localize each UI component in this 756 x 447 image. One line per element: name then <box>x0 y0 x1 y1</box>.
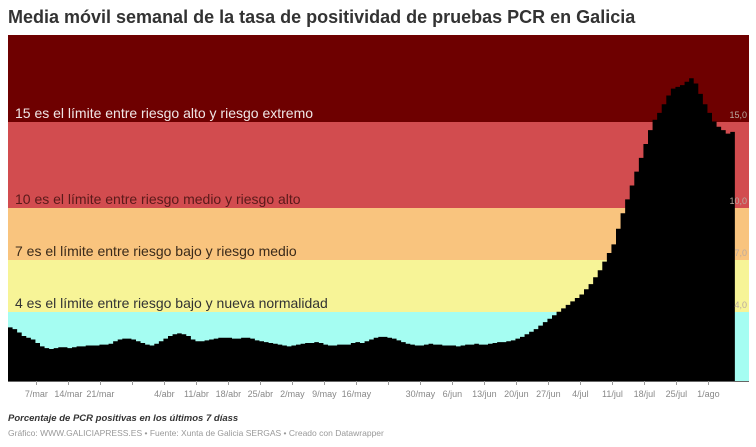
risk-band-15-20 <box>8 35 749 122</box>
x-tick <box>548 381 550 385</box>
x-tick-label: 20/jun <box>504 389 529 399</box>
x-tick <box>420 381 422 385</box>
x-tick-label: 4/jul <box>572 389 589 399</box>
x-tick <box>452 381 454 385</box>
positivity-bars <box>8 78 735 381</box>
x-tick <box>644 381 646 385</box>
bar-series <box>8 78 735 381</box>
x-tick-label: 4/abr <box>154 389 175 399</box>
x-tick-label: 30/may <box>405 389 436 399</box>
x-tick-label: 18/abr <box>215 389 242 399</box>
x-axis: 7/mar 14/mar 21/mar 4/abr 11/abr 18/abr 25/abr… <box>8 381 749 401</box>
x-tick <box>676 381 678 385</box>
x-tick <box>708 381 710 385</box>
x-tick-label: 11/jul <box>601 389 623 399</box>
x-tick <box>324 381 326 385</box>
x-tick-label: 14/mar <box>54 389 83 399</box>
x-tick <box>356 381 358 385</box>
chart-notes: Porcentaje de PCR positivas en los últim… <box>8 413 239 424</box>
y-axis-label-15: 15,0 <box>729 109 747 120</box>
x-tick <box>196 381 198 385</box>
x-tick-label: 13/jun <box>472 389 497 399</box>
x-tick-label: 6/jun <box>442 389 463 399</box>
x-tick-label: 11/abr <box>183 389 209 399</box>
x-tick <box>164 381 166 385</box>
x-tick <box>260 381 262 385</box>
x-tick <box>68 381 70 385</box>
x-tick-label: 2/may <box>280 389 305 399</box>
chart-title: Media móvil semanal de la tasa de positi… <box>8 7 636 27</box>
x-tick <box>388 381 390 385</box>
x-tick-label: 7/mar <box>24 389 48 399</box>
x-tick <box>292 381 294 385</box>
x-tick-label: 1/ago <box>697 389 720 399</box>
x-tick <box>612 381 614 385</box>
x-tick-label: 21/mar <box>86 389 115 399</box>
chart-byline: Gráfico: WWW.GALICIAPRESS.ES • Fuente: X… <box>8 428 384 438</box>
plot-area: 15 es el límite entre riesgo alto y ries… <box>8 35 749 381</box>
x-tick-label: 25/jul <box>665 389 688 399</box>
risk-band-10-15 <box>8 121 749 208</box>
band-label-4: 4 es el límite entre riesgo bajo y nueva… <box>15 294 328 311</box>
x-tick-label: 16/may <box>341 389 372 399</box>
x-tick <box>36 381 38 385</box>
band-label-10: 10 es el límite entre riesgo medio y rie… <box>15 191 301 207</box>
x-tick <box>484 381 486 385</box>
x-tick <box>228 381 230 385</box>
x-tick-label: 9/may <box>312 389 337 399</box>
x-tick-label: 25/abr <box>247 389 274 399</box>
y-axis-label-10: 10,0 <box>729 196 747 206</box>
x-tick <box>516 381 518 385</box>
x-tick <box>132 381 134 385</box>
band-label-7: 7 es el límite entre riesgo bajo y riesg… <box>15 242 297 259</box>
x-tick <box>100 381 102 385</box>
y-axis-label-4: 4,0 <box>734 299 747 310</box>
band-label-15: 15 es el límite entre riesgo alto y ries… <box>15 104 314 121</box>
x-tick <box>580 381 582 385</box>
x-tick-label: 27/jun <box>536 389 561 399</box>
y-axis-label-7: 7,0 <box>734 247 747 258</box>
x-axis-line <box>8 381 749 382</box>
x-tick-label: 18/jul <box>633 389 656 399</box>
